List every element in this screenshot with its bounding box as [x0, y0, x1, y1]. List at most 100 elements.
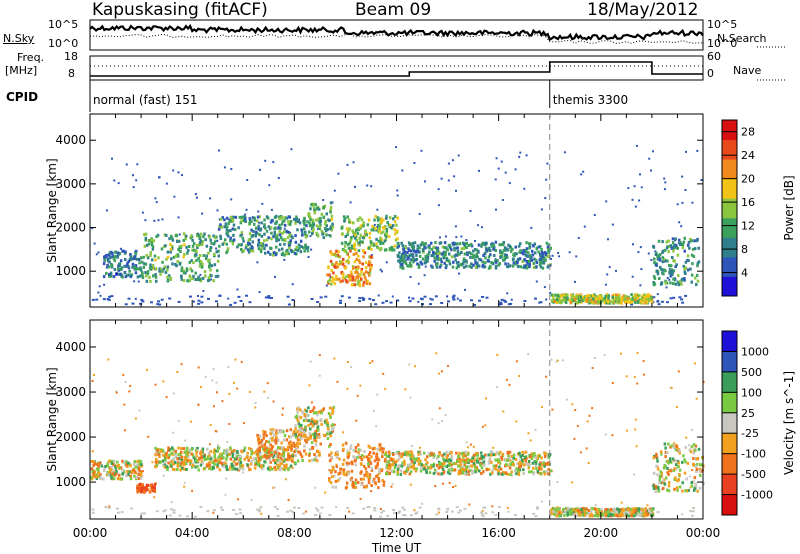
- region-cell: [682, 454, 685, 458]
- region-cell: [209, 467, 213, 471]
- region-cell: [663, 442, 667, 446]
- region-cell: [525, 457, 528, 460]
- region-cell: [251, 246, 254, 250]
- scatter-point: [258, 221, 261, 224]
- scatter-point: [264, 159, 267, 162]
- scatter-point: [93, 374, 95, 376]
- region-cell: [378, 470, 381, 474]
- region-cell: [218, 468, 222, 472]
- region-cell: [367, 464, 371, 468]
- region-cell: [279, 430, 282, 434]
- region-cell: [254, 457, 257, 461]
- region-cell: [621, 513, 624, 517]
- region-cell: [121, 459, 124, 463]
- region-cell: [396, 245, 399, 249]
- region-cell: [525, 260, 529, 263]
- region-cell: [424, 259, 427, 263]
- region-cell: [674, 448, 678, 452]
- region-cell: [288, 445, 292, 449]
- region-cell: [194, 252, 198, 256]
- region-cell: [647, 299, 650, 303]
- region-cell: [133, 460, 137, 464]
- region-cell: [215, 250, 218, 254]
- region-cell: [432, 452, 435, 456]
- region-cell: [474, 468, 478, 472]
- region-cell: [615, 296, 619, 300]
- region-cell: [500, 455, 503, 459]
- region-cell: [678, 449, 681, 453]
- region-cell: [604, 512, 607, 516]
- scatter-point: [691, 469, 694, 471]
- scatter-point: [650, 259, 653, 261]
- region-cell: [278, 243, 282, 247]
- region-cell: [276, 455, 280, 459]
- region-cell: [664, 269, 667, 273]
- region-cell: [237, 468, 240, 472]
- region-cell: [328, 453, 331, 457]
- region-cell: [435, 265, 439, 269]
- region-cell: [107, 253, 110, 257]
- scatter-point: [227, 365, 230, 368]
- region-cell: [297, 450, 300, 454]
- region-cell: [219, 461, 222, 465]
- region-cell: [684, 445, 687, 449]
- region-cell: [396, 472, 399, 476]
- region-cell: [571, 508, 575, 512]
- region-cell: [329, 250, 332, 254]
- ground-scatter-point: [437, 507, 441, 510]
- scatter-point: [108, 505, 111, 508]
- region-cell: [237, 226, 240, 230]
- region-cell: [692, 443, 696, 447]
- region-cell: [329, 210, 332, 214]
- scatter-point: [173, 195, 176, 198]
- scatter-point: [633, 473, 635, 476]
- region-cell: [399, 260, 402, 264]
- scatter-point: [519, 151, 522, 154]
- region-cell: [391, 224, 395, 228]
- region-cell: [354, 266, 358, 269]
- region-cell: [659, 470, 662, 474]
- ground-scatter-point: [450, 510, 454, 513]
- region-cell: [525, 263, 528, 267]
- scatter-point: [244, 213, 247, 216]
- region-cell: [436, 246, 439, 250]
- scatter-point: [571, 481, 574, 484]
- scatter-point: [555, 360, 558, 363]
- region-cell: [325, 233, 328, 237]
- region-cell: [513, 453, 516, 457]
- region-cell: [484, 243, 487, 247]
- scatter-point: [681, 175, 684, 178]
- ground-scatter-point: [286, 510, 289, 513]
- scatter-point: [212, 511, 215, 514]
- region-cell: [685, 489, 689, 493]
- region-cell: [269, 437, 272, 441]
- ground-scatter-point: [339, 299, 343, 302]
- region-cell: [365, 485, 368, 489]
- region-cell: [532, 265, 536, 269]
- region-cell: [213, 453, 217, 457]
- scatter-point: [496, 386, 499, 389]
- scatter-point: [307, 256, 310, 258]
- region-cell: [566, 506, 570, 510]
- scatter-point: [481, 226, 483, 229]
- region-cell: [209, 238, 212, 242]
- region-cell: [228, 453, 231, 456]
- region-cell: [534, 464, 538, 468]
- region-cell: [351, 278, 354, 282]
- scatter-point: [574, 280, 576, 283]
- scatter-point: [646, 504, 649, 507]
- region-cell: [231, 467, 234, 471]
- region-cell: [392, 217, 395, 221]
- region-cell: [226, 229, 230, 233]
- region-cell: [231, 242, 235, 246]
- region-cell: [368, 282, 372, 286]
- region-cell: [322, 216, 325, 219]
- region-cell: [562, 298, 565, 302]
- region-cell: [549, 469, 553, 473]
- region-cell: [597, 300, 600, 304]
- ground-scatter-point: [498, 303, 502, 306]
- region-cell: [369, 461, 373, 465]
- region-cell: [406, 450, 409, 454]
- region-cell: [177, 254, 180, 258]
- region-cell: [373, 243, 376, 247]
